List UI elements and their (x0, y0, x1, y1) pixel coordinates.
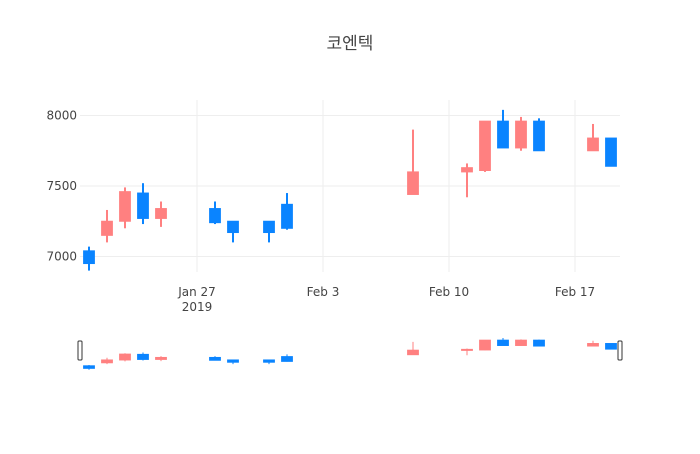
candle-body (461, 167, 473, 173)
x-tick-label: Feb 17 (555, 285, 595, 299)
candle-body (479, 120, 491, 171)
candle-body (281, 356, 293, 362)
candle-body (533, 120, 545, 152)
candle-body (515, 120, 527, 149)
candle-body (479, 339, 491, 351)
candle-body (587, 137, 599, 152)
candle-body (263, 359, 275, 363)
candle-body (119, 353, 131, 361)
candle-body (533, 339, 545, 347)
candle-body (101, 220, 113, 236)
x-tick-year: 2019 (182, 300, 213, 314)
candle-body (227, 359, 239, 363)
candle-body (497, 339, 509, 346)
candle-body (587, 343, 599, 347)
candle-body (101, 359, 113, 364)
chart-title: 코엔텍 (327, 34, 374, 54)
candle-body (137, 192, 149, 219)
candle-body (605, 343, 617, 350)
range-handle[interactable] (617, 340, 623, 361)
candle-body (209, 356, 221, 361)
candle-body (83, 365, 95, 369)
candle-body (155, 356, 167, 360)
candle-body (461, 348, 473, 351)
y-tick-label: 7500 (46, 179, 77, 193)
range-handle[interactable] (77, 340, 83, 361)
candle-body (407, 349, 419, 356)
candle-body (209, 208, 221, 224)
y-tick-label: 8000 (46, 109, 77, 123)
x-tick-label: Feb 3 (307, 285, 340, 299)
candle-body (83, 250, 95, 265)
candle-body (137, 353, 149, 360)
x-tick-label: Jan 27 (177, 285, 216, 299)
candle-body (515, 339, 527, 346)
candle-body (263, 220, 275, 234)
candle-body (407, 171, 419, 195)
candle-body (227, 220, 239, 234)
candle-body (605, 137, 617, 167)
candle-body (119, 191, 131, 222)
y-tick-label: 7000 (46, 249, 77, 263)
candle-body (155, 208, 167, 219)
x-tick-label: Feb 10 (429, 285, 469, 299)
candle-body (497, 120, 509, 149)
candle-body (281, 203, 293, 229)
